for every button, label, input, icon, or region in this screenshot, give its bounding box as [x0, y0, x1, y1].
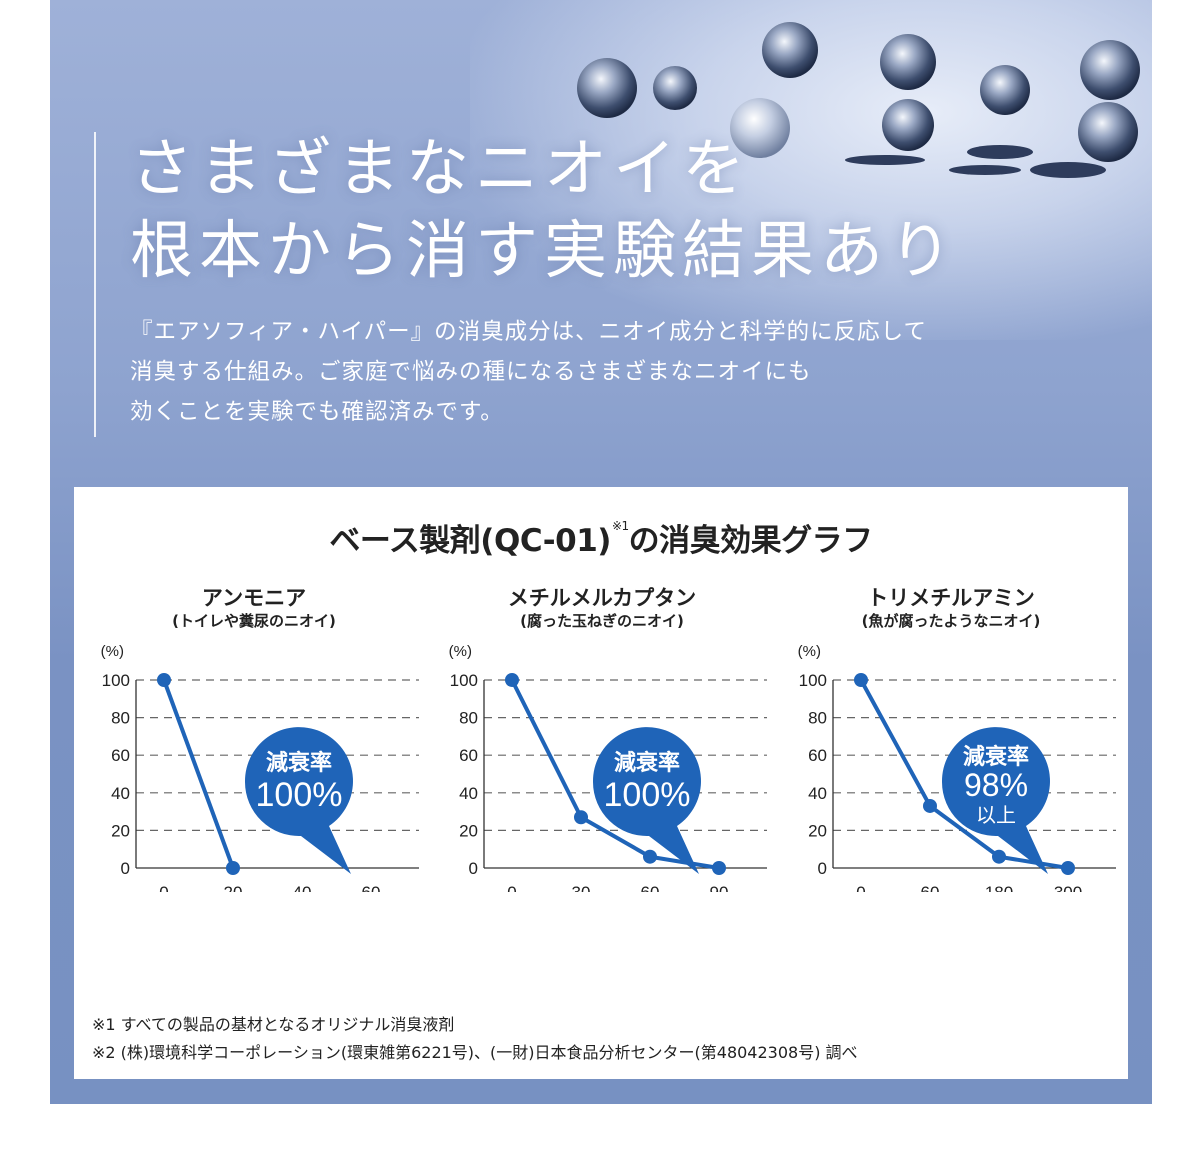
- chart-subtitle: (魚が腐ったようなニオイ): [861, 612, 1041, 630]
- x-tick-label: 0: [507, 883, 516, 892]
- x-tick-label: 300: [1054, 883, 1082, 892]
- x-tick-label: 60: [921, 883, 940, 892]
- graph-card: ベース製剤(QC-01)※1の消臭効果グラフ アンモニア (トイレや糞尿のニオイ…: [74, 487, 1128, 1079]
- y-tick-label: 80: [808, 709, 827, 728]
- y-tick-label: 100: [799, 671, 827, 690]
- y-tick-label: 20: [459, 821, 478, 840]
- graph-title-suffix: の消臭効果グラフ: [628, 523, 874, 559]
- y-axis-label: (%): [798, 643, 821, 660]
- headline: さまざまなニオイを 根本から消す実験結果あり: [130, 128, 958, 292]
- callout-line-1: 減衰率: [963, 744, 1029, 769]
- headline-line-1: さまざまなニオイを: [130, 132, 751, 205]
- callout-bubble: [244, 727, 353, 874]
- x-tick-label: 60: [641, 883, 660, 892]
- callout-line-2: 100%: [604, 776, 691, 814]
- chart-subtitle: (トイレや糞尿のニオイ): [172, 612, 336, 630]
- chart-trimethylamine: トリメチルアミン (魚が腐ったようなニオイ) (%) 100 80 60 40 20 0 0 6…: [781, 582, 1121, 892]
- y-tick-label: 40: [111, 784, 130, 803]
- callout-line-2: 98%: [964, 767, 1028, 803]
- data-point: [643, 849, 657, 864]
- callout-bubble: [592, 727, 701, 874]
- x-tick-label: 0: [159, 883, 168, 892]
- y-tick-label: 60: [459, 746, 478, 765]
- chart-ammonia: アンモニア (トイレや糞尿のニオイ) (%) 100 80 60 40 20 0 0 20 40 6…: [84, 582, 424, 892]
- x-tick-label: 180: [985, 883, 1013, 892]
- callout-line-3: 以上: [976, 804, 1016, 827]
- series-line: [510, 679, 720, 870]
- water-droplets-image: [577, 22, 1140, 178]
- y-tick-label: 100: [450, 671, 478, 690]
- data-point: [157, 673, 171, 687]
- callout-line-1: 減衰率: [614, 750, 680, 775]
- x-tick-label: 20: [224, 883, 243, 892]
- chart-title: アンモニア: [201, 586, 307, 610]
- data-point: [574, 810, 588, 825]
- y-axis-label: (%): [449, 643, 472, 660]
- headline-line-2: 根本から消す実験結果あり: [130, 214, 958, 287]
- chart-title: メチルメルカプタン: [507, 586, 697, 610]
- y-tick-label: 0: [818, 859, 827, 878]
- y-tick-label: 0: [121, 859, 130, 878]
- chart-methyl-mercaptan: メチルメルカプタン (腐った玉ねぎのニオイ) (%) 100 80 60 40 20 0 0 3…: [432, 582, 772, 892]
- data-point: [712, 861, 726, 875]
- x-tick-label: 60: [362, 883, 381, 892]
- data-point: [1061, 861, 1075, 875]
- y-tick-label: 60: [111, 746, 130, 765]
- data-point: [854, 673, 868, 687]
- y-tick-label: 40: [808, 784, 827, 803]
- footnote-2: ※2 (株)環境科学コーポレーション(環東雑第6221号)、(一財)日本食品分析…: [92, 1043, 858, 1062]
- graph-title-main: ベース製剤(QC-01): [329, 523, 611, 559]
- series-line: [162, 679, 235, 869]
- y-tick-label: 60: [808, 746, 827, 765]
- accent-vertical-line: [94, 132, 96, 437]
- intro-line-2: 消臭する仕組み。ご家庭で悩みの種になるさまざまなニオイにも: [130, 359, 812, 385]
- x-tick-label: 0: [856, 883, 865, 892]
- x-tick-label: 90: [710, 883, 729, 892]
- data-point: [992, 849, 1006, 864]
- chart-subtitle: (腐った玉ねぎのニオイ): [520, 612, 684, 630]
- data-point: [226, 861, 240, 875]
- x-tick-label: 30: [572, 883, 591, 892]
- y-tick-label: 40: [459, 784, 478, 803]
- data-point: [505, 673, 519, 687]
- y-tick-label: 80: [111, 709, 130, 728]
- series-line: [859, 679, 1069, 870]
- y-axis-label: (%): [101, 643, 124, 660]
- footnotes: ※1 すべての製品の基材となるオリジナル消臭液剤 ※2 (株)環境科学コーポレー…: [92, 1011, 858, 1067]
- intro-line-1: 『エアソフィア・ハイパー』の消臭成分は、ニオイ成分と科学的に反応して: [130, 319, 927, 345]
- y-tick-label: 80: [459, 709, 478, 728]
- y-tick-label: 0: [469, 859, 478, 878]
- x-tick-label: 40: [293, 883, 312, 892]
- intro-line-3: 効くことを実験でも確認済みです。: [130, 399, 504, 425]
- chart-title: トリメチルアミン: [867, 586, 1035, 610]
- y-tick-label: 20: [111, 821, 130, 840]
- callout-line-2: 100%: [256, 776, 343, 814]
- graph-title-note: ※1: [611, 519, 629, 533]
- data-point: [923, 798, 937, 813]
- footnote-1: ※1 すべての製品の基材となるオリジナル消臭液剤: [92, 1015, 455, 1034]
- graph-card-title: ベース製剤(QC-01)※1の消臭効果グラフ: [74, 515, 1128, 560]
- callout-bubble: [941, 727, 1050, 874]
- y-tick-label: 20: [808, 821, 827, 840]
- intro-text: 『エアソフィア・ハイパー』の消臭成分は、ニオイ成分と科学的に反応して 消臭する仕…: [130, 312, 927, 432]
- callout-line-1: 減衰率: [266, 750, 332, 775]
- y-tick-label: 100: [102, 671, 130, 690]
